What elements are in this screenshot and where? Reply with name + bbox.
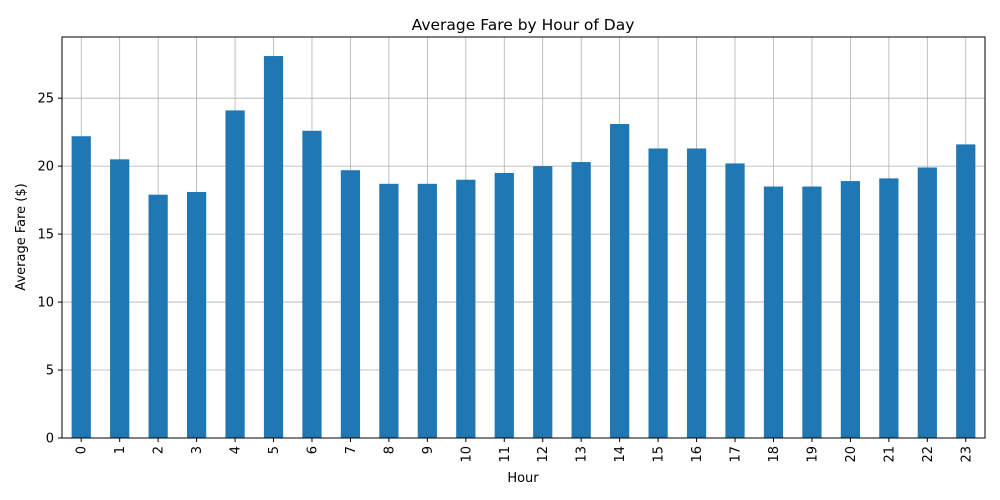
bar-hour-4: [225, 110, 245, 439]
bar-hour-22: [917, 167, 937, 438]
bar-hour-23: [956, 144, 976, 438]
bar-hour-21: [879, 178, 899, 438]
bar-hour-14: [610, 123, 630, 438]
y-tick-label: 10: [37, 296, 54, 311]
x-axis-label: Hour: [507, 471, 539, 486]
bar-hour-20: [840, 181, 861, 438]
chart-title: Average Fare by Hour of Day: [412, 16, 635, 34]
x-tick-label: 17: [729, 446, 744, 463]
x-tick-label: 3: [190, 446, 205, 454]
x-tick-label: 16: [690, 446, 705, 463]
x-tick-label: 22: [921, 446, 936, 463]
x-tick-label: 7: [344, 446, 359, 454]
bar-hour-10: [456, 179, 476, 438]
bar-hour-17: [725, 163, 745, 439]
bar-hour-2: [148, 194, 168, 438]
bar-hour-8: [379, 183, 399, 438]
x-tick-label: 20: [844, 446, 859, 463]
bar-hour-6: [302, 130, 322, 438]
x-tick-label: 13: [575, 446, 590, 463]
bar-hour-15: [648, 148, 668, 438]
bar-hour-16: [686, 148, 707, 438]
x-tick-label: 10: [459, 446, 474, 463]
bar-hour-11: [494, 172, 514, 439]
bar-hour-5: [263, 56, 284, 438]
x-tick-label: 8: [382, 446, 397, 454]
bar-hour-9: [417, 183, 437, 438]
bar-hour-3: [186, 191, 207, 438]
x-tick-label: 11: [498, 446, 513, 463]
y-tick-label: 15: [37, 228, 54, 243]
x-tick-label: 4: [229, 446, 244, 454]
x-tick-label: 9: [421, 446, 436, 454]
x-tick-label: 23: [959, 446, 974, 463]
bar-hour-1: [110, 159, 130, 438]
x-tick-label: 5: [267, 446, 282, 454]
x-tick-label: 12: [536, 446, 551, 463]
bar-hour-7: [340, 170, 361, 438]
bar-hour-19: [802, 186, 822, 438]
bar-hour-0: [71, 136, 91, 438]
y-tick-label: 25: [37, 92, 54, 107]
x-tick-label: 21: [882, 446, 897, 463]
x-tick-label: 18: [767, 446, 782, 463]
x-tick-label: 15: [652, 446, 667, 463]
x-tick-label: 1: [113, 446, 128, 454]
y-tick-label: 5: [46, 364, 54, 379]
x-tick-label: 0: [75, 446, 90, 454]
bars-layer: [71, 56, 976, 439]
y-tick-label: 0: [46, 432, 54, 447]
bar-hour-18: [763, 186, 784, 438]
plot-frame: [61, 36, 986, 439]
x-tick-label: 2: [152, 446, 167, 454]
bar-hour-13: [571, 162, 591, 439]
x-tick-label: 14: [613, 446, 628, 463]
x-tick-label: 19: [805, 446, 820, 463]
bar-hour-12: [533, 166, 553, 438]
y-tick-label: 20: [37, 160, 54, 175]
x-tick-label: 6: [305, 446, 320, 454]
y-axis-label: Average Fare ($): [14, 183, 29, 290]
